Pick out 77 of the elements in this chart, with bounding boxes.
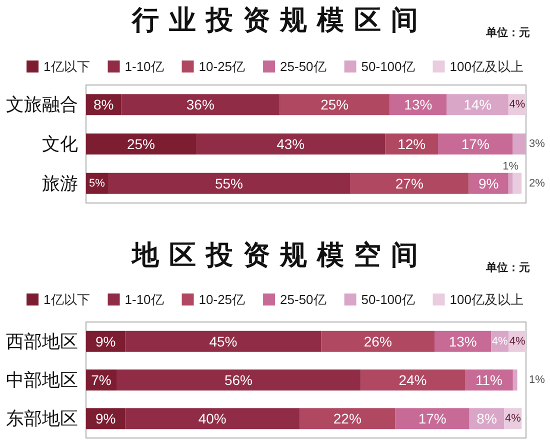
chart-subtitle: 单位：元 [486,262,530,275]
chart-subtitle: 单位：元 [486,27,530,40]
bar [512,134,526,154]
data-label: 17% [461,136,490,152]
data-label: 4% [492,335,508,348]
data-label: 4% [509,335,526,348]
data-label: 9% [95,410,116,427]
legend-label: 1亿以下 [44,59,90,74]
data-label: 55% [214,175,244,192]
data-label: 9% [478,175,499,192]
data-label: 1% [529,374,546,386]
legend-label: 100亿及以上 [450,59,524,74]
data-label: 43% [276,136,305,152]
bar [438,134,513,154]
bar [299,408,396,430]
data-label: 13% [448,333,477,350]
data-label: 2% [529,177,546,190]
data-label: 45% [209,333,238,350]
y-tick-label: 东部地区 [6,408,78,429]
y-tick-label: 文旅融合 [6,94,78,115]
y-tick-label: 文化 [42,134,78,154]
chart-title: 地区投资规模空间 [132,239,428,271]
data-label: 5% [89,177,106,190]
bar [280,94,390,116]
data-label: 7% [91,372,112,388]
legend-label: 50-100亿 [361,292,415,307]
legend-label: 1-10亿 [124,59,164,74]
data-label: 9% [95,333,116,350]
bar [350,172,469,194]
bar [196,134,386,154]
data-label: 26% [364,333,392,350]
bar [508,172,513,194]
data-label: 25% [126,136,156,152]
chart-title: 行业投资规模区间 [132,4,428,36]
bar [321,330,435,352]
bar [385,134,438,154]
data-label: 13% [404,96,432,113]
bar [395,408,470,430]
data-label: 25% [320,96,349,113]
bar [125,408,300,430]
legend-label: 50-100亿 [361,59,415,74]
legend-label: 25-50亿 [280,59,326,74]
legend-label: 25-50亿 [280,292,326,307]
data-label: 22% [333,410,362,427]
data-label: 1% [502,160,519,172]
bar [512,370,518,390]
data-label: 8% [476,410,497,427]
data-label: 3% [529,138,546,150]
data-label: 24% [398,372,427,388]
y-tick-label: 旅游 [42,173,78,194]
data-label: 40% [198,410,226,427]
legend-label: 100亿及以上 [450,292,524,307]
bar [108,172,350,194]
data-label: 56% [224,372,252,388]
data-label: 4% [504,412,522,425]
bar [86,134,196,154]
data-label: 12% [398,136,426,152]
data-label: 27% [395,175,424,192]
data-label: 8% [93,96,114,113]
legend-label: 1亿以下 [44,292,90,307]
bar [121,94,280,116]
legend-label: 1-10亿 [124,292,164,307]
legend-label: 10-25亿 [198,59,246,74]
bar [446,94,508,116]
bar [360,370,466,390]
data-label: 4% [509,98,526,111]
data-label: 11% [475,372,502,388]
bar [116,370,360,390]
y-tick-label: 西部地区 [6,331,78,352]
bar [512,172,522,194]
data-label: 17% [418,410,446,427]
y-tick-label: 中部地区 [6,370,78,390]
bar [125,330,322,352]
data-label: 36% [186,96,214,113]
legend-label: 10-25亿 [198,292,246,307]
data-label: 14% [464,96,492,113]
bar [390,94,447,116]
